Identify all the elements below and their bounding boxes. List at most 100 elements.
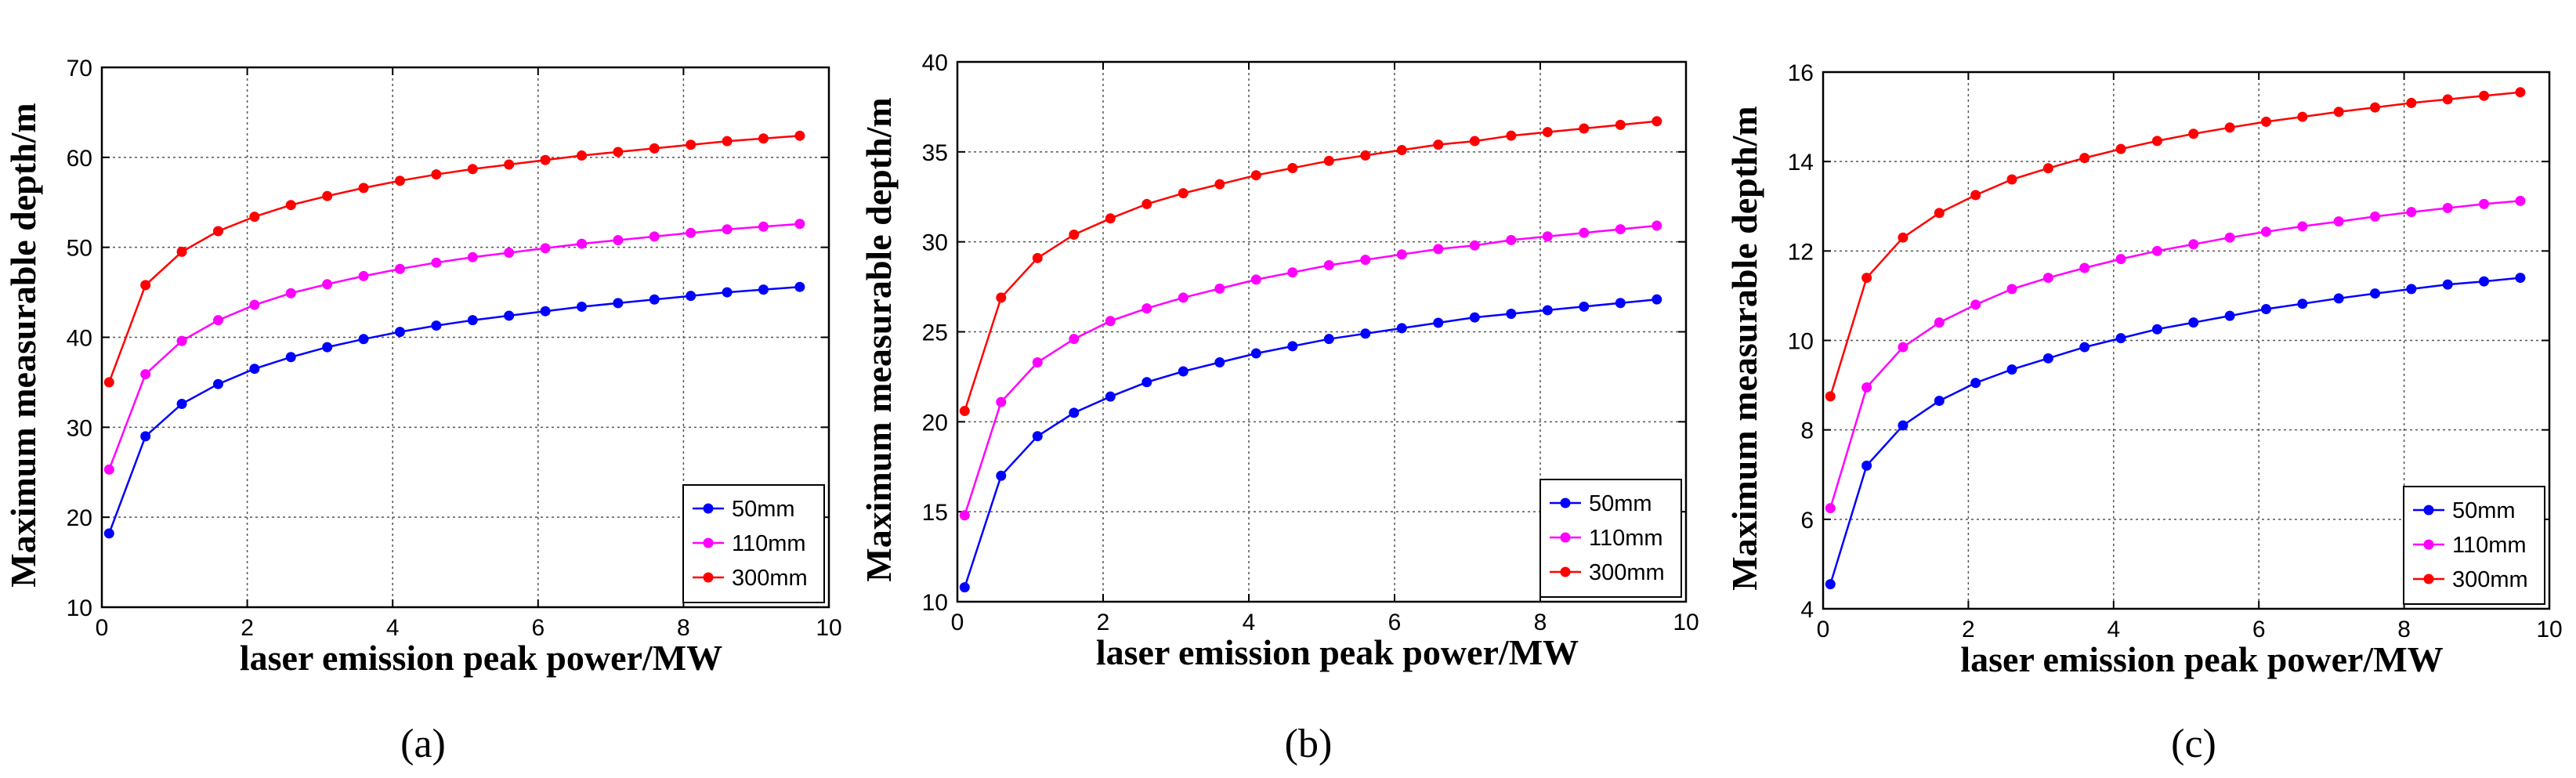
data-point-300mm <box>1934 208 1945 219</box>
data-point-300mm <box>2042 163 2053 174</box>
data-point-110mm <box>1934 317 1945 328</box>
chart-panel: 0 2 4 6 8 10 4 6 8 10 12 14 16 50mm 110mm 300mm laser em… <box>1724 60 2563 766</box>
data-point-50mm <box>504 310 515 321</box>
data-point-110mm <box>1542 231 1553 242</box>
data-point-50mm <box>249 364 260 375</box>
data-point-110mm <box>1861 382 1872 393</box>
data-point-50mm <box>1898 420 1908 431</box>
data-point-110mm <box>504 248 515 259</box>
data-point-50mm <box>431 320 442 331</box>
subfigure-caption: (b) <box>1285 722 1333 766</box>
data-point-300mm <box>285 200 296 211</box>
data-point-50mm <box>1360 328 1371 339</box>
data-point-300mm <box>1615 119 1626 130</box>
data-point-300mm <box>1032 252 1043 263</box>
y-tick-label: 10 <box>922 590 948 616</box>
data-point-110mm <box>2224 232 2235 243</box>
data-point-110mm <box>467 251 478 262</box>
data-point-110mm <box>1396 249 1407 260</box>
data-point-110mm <box>1323 260 1334 271</box>
legend-marker-110mm <box>2423 539 2434 550</box>
series-line-300mm <box>964 120 1657 411</box>
data-point-110mm <box>176 335 187 346</box>
data-point-50mm <box>1287 341 1298 352</box>
y-tick-label: 8 <box>1800 418 1814 444</box>
data-point-50mm <box>103 528 114 539</box>
data-point-300mm <box>1433 139 1444 150</box>
data-point-110mm <box>1433 244 1444 255</box>
series-line-110mm <box>1829 200 2521 508</box>
y-tick-label: 25 <box>922 320 948 346</box>
data-point-300mm <box>576 150 587 161</box>
data-point-110mm <box>1360 255 1371 266</box>
x-tick-label: 0 <box>1817 617 1830 642</box>
data-point-300mm <box>1105 213 1116 224</box>
data-point-50mm <box>996 470 1007 481</box>
data-point-300mm <box>431 169 442 180</box>
data-point-50mm <box>576 301 587 312</box>
data-point-300mm <box>394 176 405 186</box>
legend: 50mm 110mm 300mm <box>682 484 825 603</box>
series-line-300mm <box>108 135 800 383</box>
data-point-300mm <box>103 377 114 388</box>
data-point-110mm <box>758 221 769 232</box>
data-point-50mm <box>322 342 333 353</box>
data-point-300mm <box>758 133 769 144</box>
data-point-50mm <box>1506 309 1517 320</box>
data-point-300mm <box>1469 136 1480 147</box>
data-point-50mm <box>1934 396 1945 407</box>
legend-label-300mm: 300mm <box>732 566 808 591</box>
data-point-50mm <box>1069 407 1080 418</box>
data-point-110mm <box>1970 299 1981 310</box>
data-point-50mm <box>2515 273 2526 284</box>
data-point-50mm <box>540 306 551 317</box>
data-point-110mm <box>2333 216 2344 227</box>
y-tick-label: 50 <box>67 236 92 262</box>
chart-panel: 0 2 4 6 8 10 10 20 30 40 50 60 70 50mm 110mm 300mm laser… <box>3 56 842 766</box>
y-tick-label: 30 <box>67 415 92 441</box>
data-point-300mm <box>722 136 733 147</box>
data-point-110mm <box>2042 273 2053 284</box>
data-point-300mm <box>1360 150 1371 161</box>
x-tick-label: 0 <box>951 610 964 635</box>
y-tick-label: 6 <box>1800 508 1814 534</box>
data-point-110mm <box>249 299 260 310</box>
legend-marker-110mm <box>1560 532 1571 543</box>
data-point-110mm <box>358 270 369 281</box>
data-point-300mm <box>1898 232 1908 243</box>
data-point-110mm <box>2079 262 2090 273</box>
data-point-110mm <box>722 224 733 235</box>
data-point-300mm <box>1214 179 1225 190</box>
data-point-50mm <box>686 291 696 302</box>
data-point-50mm <box>2297 299 2308 309</box>
data-point-50mm <box>140 431 151 442</box>
data-point-300mm <box>1178 188 1189 199</box>
data-point-110mm <box>285 288 296 299</box>
data-point-50mm <box>2188 317 2199 328</box>
legend: 50mm 110mm 300mm <box>1539 479 1682 598</box>
data-point-300mm <box>686 139 696 150</box>
data-point-110mm <box>1141 303 1152 314</box>
x-tick-label: 6 <box>1388 610 1402 635</box>
data-point-50mm <box>1542 305 1553 316</box>
data-point-110mm <box>1652 220 1662 231</box>
x-axis-label: laser emission peak power/MW <box>240 638 722 678</box>
data-point-110mm <box>322 279 333 290</box>
data-point-300mm <box>140 280 151 291</box>
data-point-110mm <box>649 231 660 242</box>
data-point-110mm <box>1898 342 1908 353</box>
data-point-300mm <box>1323 155 1334 166</box>
series-line-110mm <box>108 223 800 470</box>
data-point-300mm <box>2479 90 2490 101</box>
data-point-300mm <box>1141 198 1152 209</box>
x-tick-label: 8 <box>677 615 690 641</box>
data-point-110mm <box>394 263 405 274</box>
data-point-300mm <box>959 406 970 417</box>
data-point-110mm <box>1287 267 1298 278</box>
series-line-50mm <box>964 298 1657 588</box>
data-point-110mm <box>2370 211 2381 222</box>
x-tick-label: 4 <box>386 615 400 641</box>
data-point-300mm <box>2333 107 2344 118</box>
data-point-110mm <box>140 369 151 380</box>
